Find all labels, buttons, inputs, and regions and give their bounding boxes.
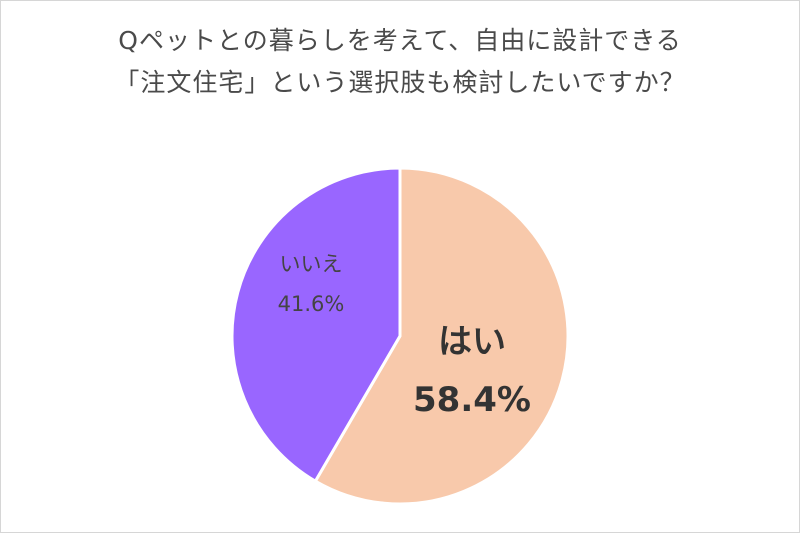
pie-slice-no (230, 166, 402, 483)
slice-label-yes: はい (438, 322, 506, 362)
pie-slice-yes (313, 166, 570, 506)
slice-label-no: いいえ (280, 252, 343, 276)
title-line-1: Qペットとの暮らしを考えて、自由に設計できる (118, 26, 682, 55)
pie-slices (230, 166, 570, 506)
slice-value-no: 41.6% (278, 292, 345, 316)
slice-value-yes: 58.4% (413, 380, 531, 420)
title-line-2: 「注文住宅」という選択肢も検討したいですか？ (114, 68, 686, 97)
chart-title: Qペットとの暮らしを考えて、自由に設計できる 「注文住宅」という選択肢も検討した… (0, 20, 800, 104)
